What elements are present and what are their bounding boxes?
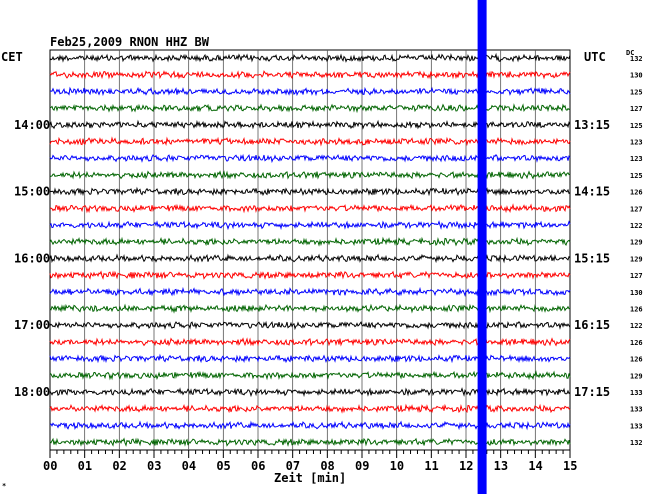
right-hour-label: 17:15 (574, 385, 610, 399)
trace-line (49, 103, 571, 114)
dc-value: 129 (630, 372, 643, 380)
dc-value: 129 (630, 255, 643, 263)
dc-value: 133 (630, 389, 643, 397)
right-hour-label: 16:15 (574, 318, 610, 332)
trace-line (49, 337, 571, 347)
dc-value: 129 (630, 239, 643, 247)
trace-line (49, 403, 571, 414)
x-tick-label: 11 (424, 459, 438, 473)
dc-value: 125 (630, 88, 643, 96)
left-hour-label: 17:00 (14, 318, 50, 332)
trace-line (49, 203, 571, 214)
grid-lines (49, 49, 571, 458)
trace-line (49, 52, 571, 63)
trace-line (49, 70, 571, 80)
trace-line (49, 86, 571, 97)
x-tick-label: 07 (286, 459, 300, 473)
x-tick-label: 15 (563, 459, 577, 473)
x-tick-label: 08 (320, 459, 334, 473)
event-marker (477, 0, 487, 494)
dc-value: 126 (630, 339, 643, 347)
dc-value: 125 (630, 172, 643, 180)
trace-line (49, 236, 571, 247)
trace-line (49, 370, 571, 381)
dc-value: 122 (630, 322, 643, 330)
trace-line (49, 270, 571, 280)
right-hour-label: 14:15 (574, 185, 610, 199)
dc-value: 133 (630, 406, 643, 414)
dc-value: 123 (630, 139, 643, 147)
x-tick-label: 12 (459, 459, 473, 473)
chart-title: Feb25,2009 RNON HHZ BW (50, 35, 210, 49)
x-tick-label: 10 (390, 459, 404, 473)
corner-mark: * (2, 482, 6, 490)
trace-group (49, 52, 571, 447)
left-hour-label: 18:00 (14, 385, 50, 399)
x-tick-label: 02 (112, 459, 126, 473)
trace-line (49, 303, 571, 314)
dc-value: 127 (630, 105, 643, 113)
dc-value: 122 (630, 222, 643, 230)
dc-value: 127 (630, 272, 643, 280)
trace-line (49, 170, 571, 180)
left-hour-label: 15:00 (14, 185, 50, 199)
trace-line (49, 253, 571, 264)
trace-line (49, 420, 571, 431)
trace-line (49, 186, 571, 197)
plot-frame (49, 49, 571, 451)
x-tick-label: 05 (216, 459, 230, 473)
x-tick-label: 01 (78, 459, 92, 473)
x-tick-label: 00 (43, 459, 57, 473)
right-hour-label: 13:15 (574, 118, 610, 132)
right-hour-label: 15:15 (574, 251, 610, 265)
x-tick-label: 04 (182, 459, 196, 473)
x-tick-label: 06 (251, 459, 265, 473)
dc-value: 132 (630, 439, 643, 447)
x-axis-label: Zeit [min] (274, 471, 346, 485)
dc-value: 123 (630, 155, 643, 163)
label-group: 132 130 125 127 125 123 123 125 126 127 122 129 129 1… (14, 55, 643, 473)
dc-value: 130 (630, 72, 643, 80)
dc-value: 132 (630, 55, 643, 63)
trace-line (49, 220, 571, 231)
dc-value: 125 (630, 122, 643, 130)
x-tick-label: 09 (355, 459, 369, 473)
trace-line (49, 119, 571, 130)
dc-value: 127 (630, 205, 643, 213)
trace-line (49, 437, 571, 447)
dc-value: 126 (630, 189, 643, 197)
trace-line (49, 153, 571, 164)
x-tick-label: 14 (528, 459, 542, 473)
dc-value: 133 (630, 422, 643, 430)
dc-label: DC (626, 49, 634, 57)
marker-group (477, 0, 487, 494)
right-zone-label: UTC (584, 50, 606, 64)
dc-value: 130 (630, 289, 643, 297)
left-hour-label: 16:00 (14, 251, 50, 265)
dc-value: 126 (630, 356, 643, 364)
dc-value: 126 (630, 306, 643, 314)
trace-line (49, 286, 571, 297)
trace-line (49, 320, 571, 331)
trace-line (49, 387, 571, 398)
trace-line (49, 353, 571, 364)
x-tick-label: 03 (147, 459, 161, 473)
left-hour-label: 14:00 (14, 118, 50, 132)
left-zone-label: CET (1, 50, 23, 64)
x-tick-label: 13 (494, 459, 508, 473)
trace-line (49, 136, 571, 147)
